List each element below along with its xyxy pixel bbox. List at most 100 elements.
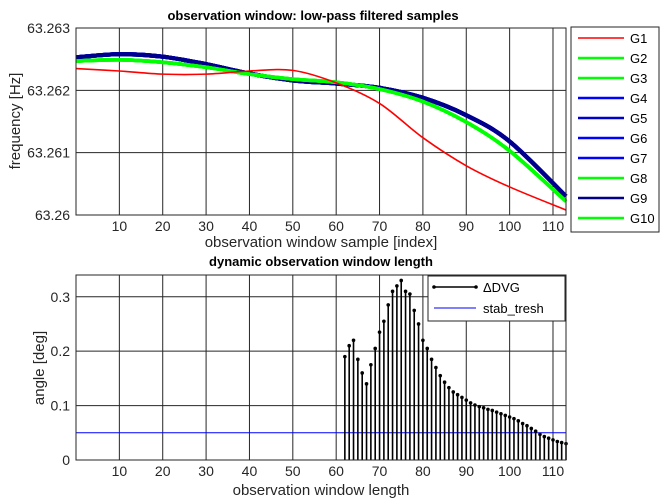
- legend-label-g10: G10: [630, 211, 655, 226]
- top-y-tick-label: 63.261: [27, 145, 70, 161]
- top-plot-frame: [75, 27, 567, 216]
- bottom-x-tick-label: 20: [155, 463, 171, 479]
- stem-marker: [533, 429, 538, 433]
- stem-marker: [455, 392, 460, 397]
- stem-marker: [347, 343, 351, 348]
- stem-marker: [520, 421, 525, 426]
- legend-label-dvg: ΔDVG: [483, 280, 520, 295]
- top-x-tick-label: 60: [328, 218, 344, 234]
- legend-label-g4: G4: [630, 91, 647, 106]
- stem-marker: [468, 401, 473, 405]
- bottom-x-tick-label: 80: [415, 463, 431, 479]
- stem-marker: [408, 292, 412, 296]
- bottom-y-tick-label: 0.2: [51, 343, 71, 359]
- top-y-tick-label: 63.263: [27, 20, 70, 36]
- bottom-x-tick-label: 110: [542, 463, 565, 479]
- stem-marker: [364, 382, 369, 386]
- top-chart-title: observation window: low-pass filtered sa…: [167, 8, 458, 23]
- top-chart: observation window: low-pass filtered sa…: [7, 8, 568, 251]
- bottom-x-tick-label: 50: [285, 463, 301, 479]
- stem-marker: [360, 371, 364, 375]
- bottom-y-tick-label: 0.1: [51, 398, 71, 414]
- bottom-y-tick-label: 0: [62, 452, 70, 468]
- legend-label-g1: G1: [630, 31, 647, 46]
- stem-marker: [477, 404, 482, 409]
- legend-label-g2: G2: [630, 51, 647, 66]
- bottom-y-axis-label: angle [deg]: [31, 331, 48, 405]
- stem-marker: [351, 338, 356, 343]
- top-x-tick-label: 40: [242, 218, 258, 234]
- stem-marker: [416, 322, 421, 326]
- legend-label-g9: G9: [630, 191, 647, 206]
- stem-marker: [447, 385, 451, 390]
- stem-marker: [434, 365, 438, 370]
- legend-label-g6: G6: [630, 131, 647, 146]
- stem-marker: [490, 408, 495, 413]
- top-x-tick-label: 50: [285, 218, 301, 234]
- bottom-plot-frame: [75, 274, 567, 461]
- stem-marker: [473, 403, 477, 407]
- stem-marker: [512, 416, 516, 421]
- stem-marker: [559, 440, 564, 445]
- top-y-tick-label: 63.26: [35, 207, 70, 223]
- stem-marker: [425, 346, 430, 351]
- top-x-tick-label: 30: [198, 218, 214, 234]
- stem-marker: [507, 415, 512, 419]
- legend-label-stab-tresh: stab_tresh: [483, 301, 544, 316]
- top-y-axis-label: frequency [Hz]: [7, 73, 24, 170]
- bottom-x-tick-label: 40: [242, 463, 258, 479]
- stem-marker: [494, 410, 499, 414]
- stem-marker: [356, 357, 360, 362]
- top-x-tick-label: 20: [155, 218, 171, 234]
- stem-marker: [429, 357, 434, 362]
- top-x-tick-label: 70: [372, 218, 388, 234]
- top-x-axis-label: observation window sample [index]: [205, 234, 438, 251]
- stem-marker: [382, 319, 386, 324]
- stem-marker: [464, 398, 469, 402]
- bottom-x-tick-label: 90: [458, 463, 474, 479]
- bottom-y-tick-label: 0.3: [51, 289, 71, 305]
- stem-marker: [442, 380, 447, 384]
- stem-marker: [481, 405, 486, 410]
- stem-marker: [390, 289, 395, 294]
- legend-label-g5: G5: [630, 111, 647, 126]
- bottom-legend: ΔDVG stab_tresh: [427, 275, 566, 322]
- top-plot-area: [76, 28, 566, 215]
- stem-marker: [555, 439, 560, 444]
- stem-marker: [395, 284, 399, 288]
- bottom-chart: dynamic observation window length 10 20 30…: [31, 254, 568, 499]
- top-x-tick-label: 90: [458, 218, 474, 234]
- stem-marker: [460, 395, 464, 400]
- stem-marker: [373, 346, 378, 351]
- stem-marker: [403, 289, 408, 294]
- stem-marker: [412, 308, 417, 313]
- bottom-legend-box: [427, 275, 566, 322]
- stem-marker: [529, 426, 534, 431]
- bottom-x-tick-label: 100: [498, 463, 522, 479]
- stem-marker: [343, 354, 347, 359]
- stem-marker: [369, 362, 373, 367]
- stem-marker: [438, 373, 443, 378]
- bottom-chart-title: dynamic observation window length: [209, 254, 433, 269]
- bottom-x-tick-label: 60: [328, 463, 344, 479]
- bottom-x-tick-label: 30: [198, 463, 214, 479]
- stem-marker: [516, 419, 521, 423]
- stem-marker: [486, 407, 490, 412]
- bottom-x-tick-label: 10: [112, 463, 128, 479]
- top-x-tick-label: 100: [498, 218, 522, 234]
- stem-marker: [538, 432, 542, 437]
- series-line-g1: [75, 67, 567, 211]
- legend-label-g3: G3: [630, 71, 647, 86]
- bottom-x-tick-label: 70: [372, 463, 388, 479]
- top-legend: G1 G2 G3 G4 G5 G6 G7 G8 G9 G10: [570, 26, 660, 233]
- stem-marker: [542, 434, 547, 439]
- top-y-tick-label: 63.262: [27, 82, 70, 98]
- bottom-x-axis-label: observation window length: [233, 482, 410, 499]
- legend-swatch-dvg-marker-right: [474, 285, 478, 289]
- stem-marker: [551, 438, 555, 442]
- top-x-tick-label: 10: [112, 218, 128, 234]
- top-x-tick-label: 80: [415, 218, 431, 234]
- legend-label-g7: G7: [630, 151, 647, 166]
- stem-marker: [503, 413, 508, 418]
